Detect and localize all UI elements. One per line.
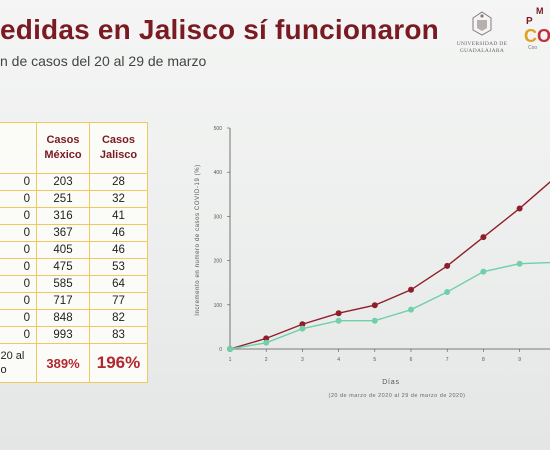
x-tick-label: 8 — [482, 357, 485, 363]
table-row: 0 993 83 — [0, 326, 148, 344]
series-1-point — [408, 286, 414, 293]
series-2-point — [444, 288, 451, 295]
program-logo: M P CO Coo — [524, 6, 550, 51]
series-2-point — [516, 260, 523, 267]
series-1-point — [299, 321, 306, 328]
udg-logo-line1: UNIVERSIDAD DE — [456, 41, 508, 47]
x-tick-label: 1 — [229, 357, 232, 363]
series-1-point — [444, 262, 451, 269]
series-2-point — [480, 268, 487, 275]
series-line-1 — [229, 181, 550, 350]
series-1-point — [263, 335, 270, 342]
series-line-2 — [229, 261, 550, 350]
table-cell: 475 — [36, 258, 90, 276]
udg-logo: UNIVERSIDAD DE GUADALAJARA — [447, 10, 517, 70]
table-header-row: Casos México Casos Jalisco — [0, 122, 148, 174]
table-cell: 32 — [89, 190, 148, 208]
table-row: 0 367 46 — [0, 224, 148, 242]
table-header-jalisco: Casos Jalisco — [89, 122, 148, 174]
table-row: 0 475 53 — [0, 258, 148, 276]
series-1-point — [516, 205, 523, 212]
x-axis-sublabel: (20 de marzo de 2020 al 29 de marzo de 2… — [329, 393, 466, 399]
table-cell: 585 — [36, 275, 90, 293]
series-1-point — [335, 310, 342, 317]
series-2-point — [263, 339, 270, 346]
x-tick-label: 7 — [446, 357, 449, 363]
x-tick-label: 2 — [265, 357, 268, 363]
series-2-point — [408, 306, 414, 313]
y-tick-label: 300 — [214, 214, 223, 220]
slide-subtitle: n de casos del 20 al 29 de marzo — [0, 53, 207, 69]
table-row: 0 251 32 — [0, 190, 148, 208]
slide-title: edidas en Jalisco sí funcionaron — [0, 14, 439, 45]
table-row: 0 405 46 — [0, 241, 148, 259]
y-tick-label: 500 — [214, 126, 223, 132]
y-tick-label: 200 — [214, 259, 223, 265]
y-axis-label: Incremento en numero de casos COVID-19 (… — [195, 164, 201, 316]
x-axis-label: Días — [382, 379, 400, 386]
cases-table: Casos México Casos Jalisco 0 203 28 0 251 32 0… — [0, 122, 148, 383]
series-2-point — [299, 325, 306, 332]
series-2-point — [227, 346, 233, 352]
total-label: l 20 alzo — [0, 343, 37, 383]
series-2-point — [335, 317, 342, 324]
y-tick-label: 100 — [214, 303, 223, 309]
y-tick-label: 0 — [219, 347, 222, 353]
series-1-point — [371, 302, 378, 309]
series-1-point — [480, 234, 487, 241]
university-seal-icon — [472, 11, 492, 36]
table-cell: 77 — [89, 292, 148, 310]
x-tick-label: 4 — [337, 357, 340, 363]
x-tick-label: 3 — [301, 357, 304, 363]
table-row: 0 585 64 — [0, 275, 148, 293]
series-2-point — [371, 317, 378, 324]
table-total-row: l 20 alzo 389% 196% — [0, 343, 148, 383]
x-tick-label: 5 — [373, 357, 376, 363]
table-cell: 41 — [89, 207, 148, 225]
udg-logo-line2: GUADALAJARA — [459, 47, 505, 54]
table-cell: 405 — [36, 241, 90, 259]
y-tick-label: 400 — [214, 170, 223, 176]
x-tick-label: 9 — [518, 357, 521, 363]
pct-mexico: 389% — [36, 343, 90, 383]
x-tick-label: 6 — [410, 357, 413, 363]
pct-jalisco: 196% — [89, 343, 148, 383]
